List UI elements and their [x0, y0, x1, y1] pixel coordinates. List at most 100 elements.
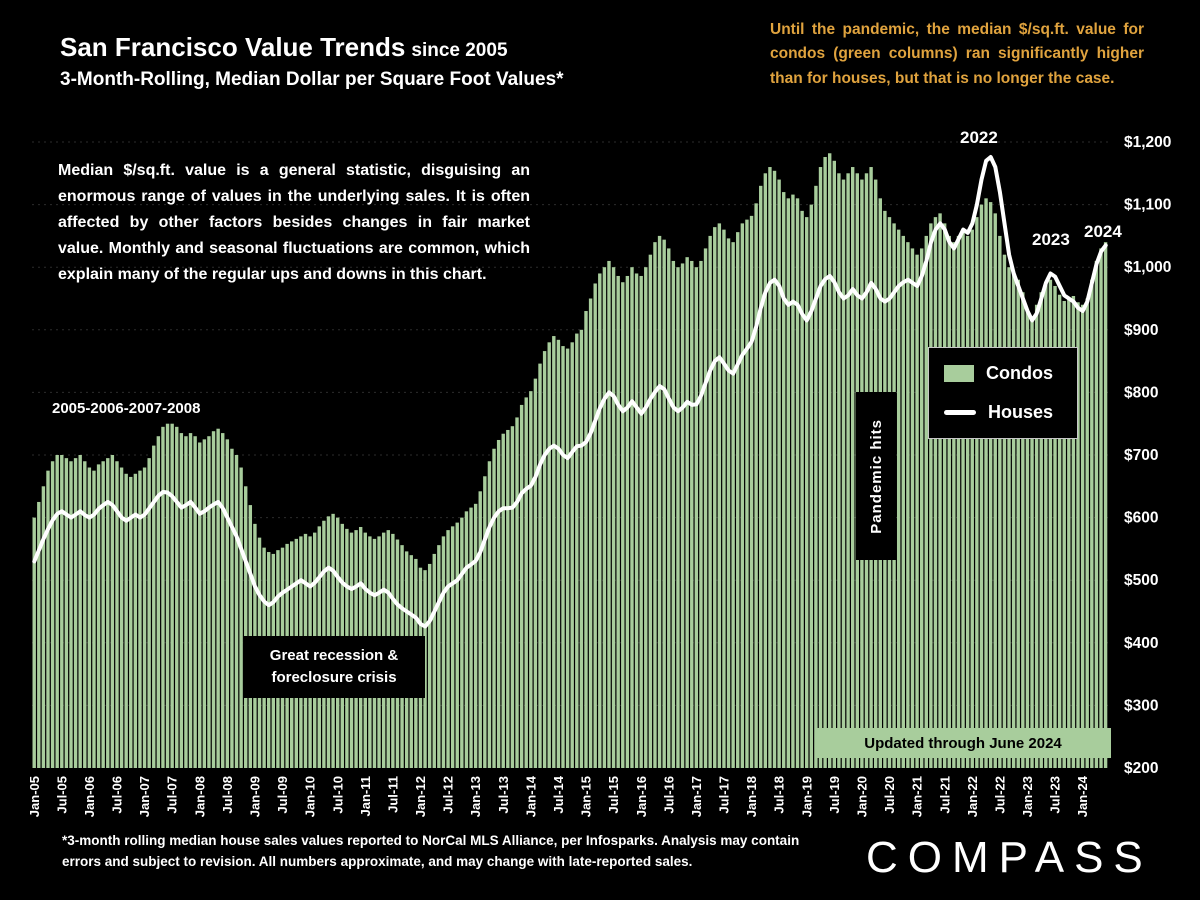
condo-bar	[244, 486, 248, 768]
condo-bar	[547, 342, 551, 768]
condo-bar	[1099, 248, 1103, 769]
condo-bar	[188, 433, 193, 768]
condo-bar	[731, 242, 735, 768]
footnote: *3-month rolling median house sales valu…	[62, 833, 800, 869]
condo-bar	[736, 232, 740, 768]
condo-bar	[786, 198, 791, 769]
condo-bar	[87, 467, 92, 768]
condo-bar	[933, 217, 938, 768]
legend-item-houses: Houses	[944, 402, 1062, 423]
condo-bar	[211, 431, 216, 768]
condo-bar	[699, 260, 703, 768]
condo-bar	[487, 461, 492, 768]
condo-bar	[37, 501, 41, 768]
condo-bar	[225, 439, 230, 768]
condo-bar	[552, 336, 556, 768]
condo-bar	[529, 391, 533, 768]
condo-bar	[634, 273, 639, 768]
x-tick-label: Jan-20	[855, 776, 870, 817]
x-tick-label: Jul-11	[386, 776, 401, 813]
condo-bar	[464, 511, 469, 768]
condo-bar	[759, 185, 763, 768]
title-line: San Francisco Value Trends since 2005	[60, 32, 564, 63]
condo-bar	[234, 455, 239, 768]
condo-bar	[441, 536, 446, 768]
condo-bar	[984, 198, 988, 769]
condo-bar	[110, 455, 115, 768]
condo-bar	[92, 470, 96, 768]
houses-line	[32, 155, 1108, 629]
y-tick-label: $900	[1124, 322, 1158, 339]
condo-bar	[970, 229, 974, 768]
era-label: 2005-2006-2007-2008	[52, 400, 201, 417]
condo-bar	[901, 235, 905, 768]
condo-bar	[685, 257, 689, 768]
condo-bar	[667, 248, 671, 769]
condo-bar	[1044, 283, 1048, 768]
page-title: San Francisco Value Trends	[60, 32, 406, 62]
x-tick-label: Jan-19	[799, 776, 814, 817]
condo-bar	[749, 215, 754, 768]
y-tick-label: $1,200	[1124, 134, 1171, 151]
condo-bar	[1067, 298, 1071, 768]
condo-bar	[1007, 267, 1011, 768]
condo-bar	[993, 213, 997, 769]
condo-bar	[906, 242, 910, 768]
condo-bar	[800, 210, 804, 769]
condo-bar	[1080, 304, 1085, 768]
condo-bar	[32, 517, 36, 768]
peak-label-2023: 2023	[1032, 230, 1070, 249]
compass-logo: COMPASS	[866, 833, 1153, 882]
condo-bar	[942, 223, 947, 768]
condo-bar	[119, 467, 124, 768]
x-tick-label: Jul-22	[992, 776, 1007, 814]
condo-bar	[1076, 302, 1080, 768]
condo-bar	[60, 455, 64, 768]
condo-bar	[147, 458, 151, 768]
condo-bar	[437, 545, 441, 768]
houses-swatch	[944, 410, 976, 415]
condo-bar	[653, 242, 657, 768]
x-tick-label: Jan-21	[910, 776, 925, 817]
condo-bar	[988, 202, 993, 769]
condo-bar	[115, 461, 119, 768]
condo-bar	[450, 526, 455, 768]
condo-bar	[1011, 273, 1016, 768]
condo-bar	[216, 428, 220, 768]
condo-bar	[538, 363, 542, 768]
condo-bar	[924, 235, 928, 768]
condo-bar	[975, 217, 979, 768]
x-tick-label: Jan-23	[1020, 776, 1035, 817]
condo-bar	[96, 464, 101, 768]
condo-bar	[607, 260, 611, 768]
y-tick-label: $500	[1124, 572, 1158, 589]
x-tick-label: Jul-12	[441, 776, 456, 814]
condo-bar	[896, 229, 901, 768]
condo-bar	[506, 429, 510, 768]
x-tick-label: Jul-19	[827, 776, 842, 814]
condo-bar	[152, 445, 156, 768]
condo-bar	[745, 219, 749, 768]
legend-houses-label: Houses	[988, 402, 1054, 422]
condo-bar	[510, 426, 515, 768]
x-tick-label: Jul-16	[661, 776, 676, 814]
condo-bar	[956, 235, 961, 768]
updated-banner: Updated through June 2024	[815, 728, 1111, 758]
condo-bar	[1039, 292, 1043, 768]
x-tick-label: Jan-18	[744, 776, 759, 817]
condo-bar	[625, 275, 630, 768]
x-tick-label: Jan-14	[523, 775, 538, 817]
x-tick-label: Jan-09	[248, 776, 263, 817]
pandemic-annotation: Pandemic hits	[856, 392, 896, 560]
condo-bar	[175, 426, 179, 768]
condo-bar	[230, 448, 234, 768]
condo-bar	[832, 160, 836, 768]
condo-bar	[50, 461, 55, 768]
condo-bar	[639, 275, 643, 768]
description-paragraph: Median $/sq.ft. value is a general stati…	[58, 162, 530, 283]
condo-bar	[1090, 279, 1094, 768]
condo-bar	[446, 530, 450, 768]
condo-bar	[1103, 242, 1108, 768]
